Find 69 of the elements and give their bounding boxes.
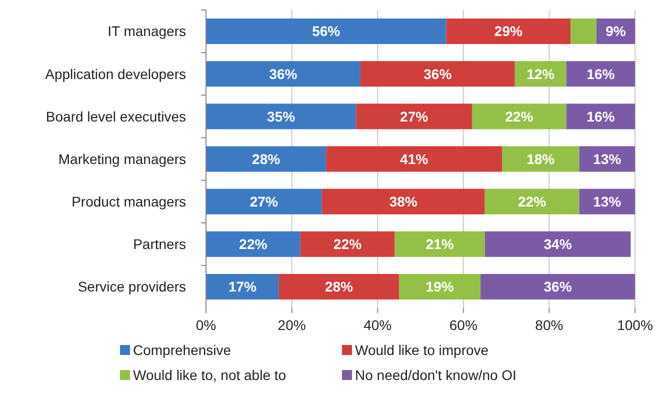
data-label: 29% [494,23,523,40]
bar [570,18,596,44]
y-tick-label: Marketing managers [58,150,186,167]
data-label: 38% [389,193,418,210]
bar [206,188,322,214]
x-tick-label: 20% [278,317,306,333]
data-label: 22% [239,236,268,252]
bar [484,188,580,214]
data-label: 22% [334,236,362,252]
bar [399,274,481,300]
x-tick-label: 100% [617,317,653,333]
bar [566,61,635,87]
x-tick-label: 60% [449,317,478,333]
y-tick-label: Product managers [72,193,186,210]
y-tick-label: IT managers [108,23,186,40]
bar [278,274,400,300]
data-label: 16% [586,66,616,82]
x-tick-label: 80% [535,317,564,333]
data-label: 19% [426,278,454,295]
data-label: 9% [606,23,626,40]
bar [480,274,635,300]
data-label: 22% [518,193,547,210]
bar [206,18,446,44]
bar [472,104,566,130]
legend-label: No need/don't know/no OI [355,366,516,383]
bar [322,188,485,214]
data-label: 56% [312,23,341,40]
bar [326,146,502,172]
x-tick-label: 0% [196,317,216,333]
legend-label: Would like to improve [355,342,489,358]
bar [356,104,472,130]
bar [446,18,571,44]
bar [206,61,360,87]
y-tick-label: Partners [133,236,186,252]
x-tick-label: 40% [364,317,392,333]
data-label: 22% [505,108,534,124]
data-label: 18% [526,150,556,167]
bar [206,146,326,172]
data-label: 13% [593,193,622,210]
bar [394,231,485,257]
data-label: 41% [400,150,429,167]
data-label: 36% [269,66,298,82]
data-label: 36% [544,278,572,295]
bar [206,104,356,130]
data-label: 35% [267,108,296,124]
bar [579,146,635,172]
bar [206,274,279,300]
y-tick-label: Service providers [78,278,186,295]
bar [300,231,395,257]
bar [502,146,580,172]
legend-label: Comprehensive [133,342,232,358]
data-label: 21% [426,236,454,252]
data-label: 27% [250,193,278,210]
data-label: 27% [400,108,429,124]
data-label: 28% [324,278,354,295]
data-label: 16% [586,108,616,124]
y-tick-label: Board level executives [46,108,186,124]
legend-label: Would like to, not able to [133,366,286,383]
bar [566,104,635,130]
bar [484,231,631,257]
data-label: 36% [424,66,452,82]
data-label: 28% [252,150,281,167]
y-tick-label: Application developers [45,66,186,82]
data-label: 34% [544,236,572,252]
bar [360,61,515,87]
bar [206,231,300,257]
data-label: 12% [526,66,556,82]
data-label: 17% [228,278,258,295]
data-label: 13% [593,150,622,167]
